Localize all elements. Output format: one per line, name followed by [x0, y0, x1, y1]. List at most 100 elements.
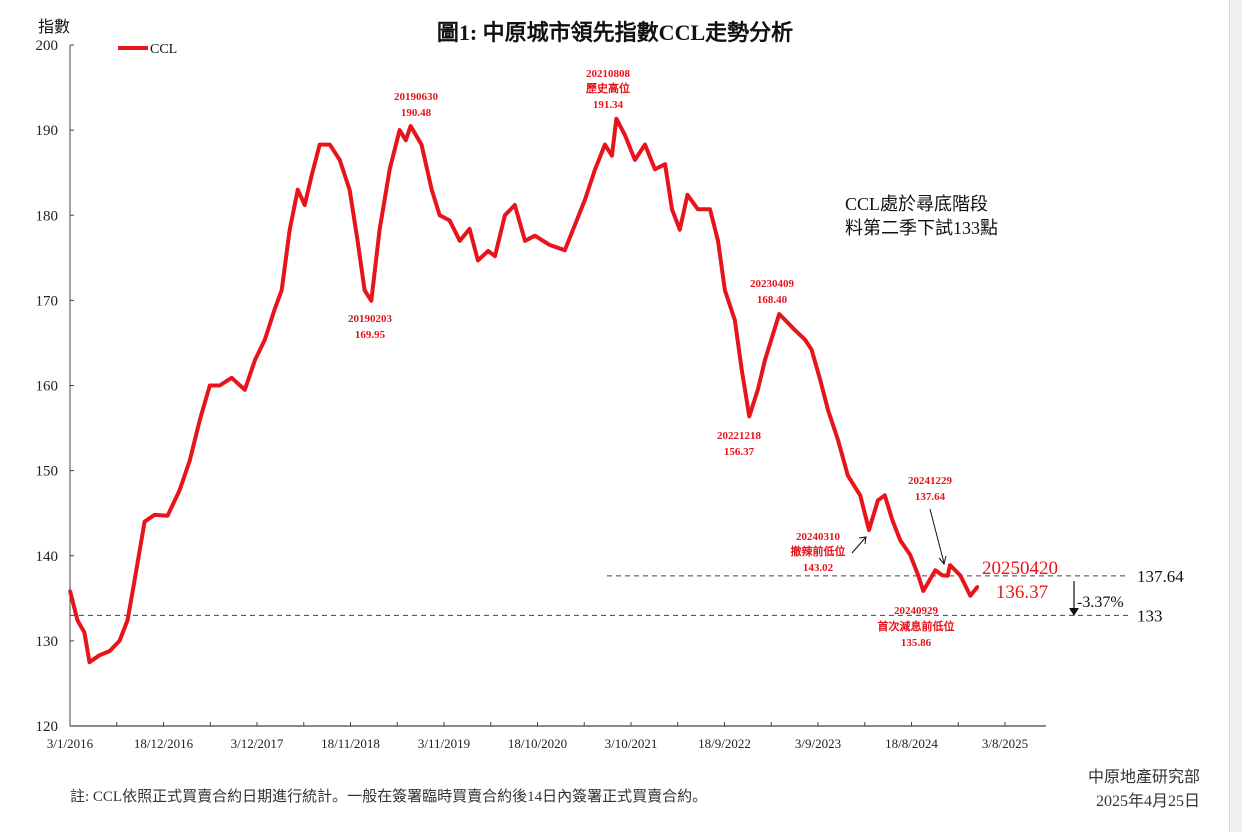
data-point: [756, 388, 760, 392]
data-point: [310, 173, 314, 177]
annotation-20240929-date: 20240929: [894, 605, 939, 617]
data-point: [890, 518, 894, 522]
data-point: [686, 193, 690, 197]
data-point: [125, 618, 129, 622]
x-tick-label: 3/9/2023: [795, 736, 841, 751]
data-point: [777, 312, 781, 316]
data-point: [548, 243, 552, 247]
data-point: [523, 239, 527, 243]
x-tick-label: 18/8/2024: [885, 736, 938, 751]
data-point: [793, 328, 797, 332]
data-point: [348, 188, 352, 192]
data-point: [198, 418, 202, 422]
data-point: [468, 227, 472, 231]
annotation-20210808-label: 歷史高位: [586, 81, 630, 95]
x-tick-label: 18/10/2020: [508, 736, 567, 751]
data-point: [733, 318, 737, 322]
data-point: [263, 338, 267, 342]
data-point: [152, 513, 156, 517]
data-point: [670, 207, 674, 211]
y-tick-label: 170: [36, 293, 59, 309]
y-axis: 200 190 180 170 160 150 140 130 120: [36, 38, 74, 735]
data-point: [430, 188, 434, 192]
annotation-20241229-date: 20241229: [908, 475, 953, 487]
data-point: [230, 376, 234, 380]
data-point: [378, 228, 382, 232]
data-point: [643, 143, 647, 147]
data-point: [653, 167, 657, 171]
data-point: [678, 228, 682, 232]
data-point: [883, 493, 887, 497]
data-point: [763, 358, 767, 362]
data-point: [858, 493, 862, 497]
data-point: [108, 649, 112, 653]
data-point: [388, 167, 392, 171]
data-point: [273, 307, 277, 311]
y-axis-label: 指數: [38, 18, 70, 36]
outlook-line-1: CCL處於尋底階段: [845, 194, 988, 214]
data-point: [75, 618, 79, 622]
data-point: [369, 299, 373, 303]
y-tick-label: 140: [36, 549, 59, 565]
data-point: [898, 538, 902, 542]
data-point: [448, 218, 452, 222]
data-point: [716, 239, 720, 243]
arrow-20240310: [851, 536, 867, 554]
data-point: [921, 589, 925, 593]
change-label: -3.37%: [1077, 594, 1124, 611]
outlook-line-2: 料第二季下試133點: [845, 218, 998, 238]
legend-label-ccl: CCL: [150, 42, 177, 57]
data-point: [476, 258, 480, 262]
data-point: [243, 388, 247, 392]
data-point: [696, 207, 700, 211]
annotation-20240310-value: 143.02: [803, 562, 834, 574]
data-point: [356, 239, 360, 243]
data-point: [288, 228, 292, 232]
y-tick-label: 160: [36, 379, 59, 395]
annotation-20190203-date: 20190203: [348, 313, 393, 325]
annotation-20240310-label: 撤辣前低位: [791, 544, 846, 558]
data-point: [117, 639, 121, 643]
annotation-20190630-date: 20190630: [394, 91, 439, 103]
annotation-20221218-value: 156.37: [724, 446, 755, 458]
x-tick-label: 18/11/2018: [321, 736, 380, 751]
data-point: [486, 249, 490, 253]
annotation-20240929-label: 首次減息前低位: [878, 619, 955, 633]
reference-label-137.64: 137.64: [1137, 567, 1184, 586]
annotation-latest-value: 136.37: [996, 582, 1048, 603]
annotation-20240310-date: 20240310: [796, 531, 841, 543]
annotation-20221218-date: 20221218: [717, 430, 762, 442]
data-point: [188, 458, 192, 462]
x-tick-label: 18/9/2022: [698, 736, 751, 751]
arrow-20241229: [929, 508, 945, 564]
y-tick-label: 200: [36, 38, 59, 54]
y-tick-label: 120: [36, 719, 59, 735]
data-point: [363, 288, 367, 292]
data-point: [82, 630, 86, 634]
data-point: [143, 520, 147, 524]
page-edge: [1229, 0, 1242, 832]
data-point: [563, 248, 567, 252]
arrow-head-icon: [858, 536, 867, 545]
data-point: [603, 143, 607, 147]
data-point: [404, 138, 408, 142]
x-tick-label: 3/12/2017: [231, 736, 284, 751]
data-point: [876, 498, 880, 502]
annotation-20230409-value: 168.40: [757, 294, 788, 306]
data-point: [218, 384, 222, 387]
data-point: [783, 318, 787, 322]
series-line-ccl: [68, 116, 980, 665]
x-axis: 3/1/2016 18/12/2016 3/12/2017 18/11/2018 3/1…: [47, 722, 1046, 751]
data-point: [933, 568, 937, 572]
annotation-20210808-date: 20210808: [586, 68, 631, 80]
data-point: [803, 338, 807, 342]
data-point: [533, 234, 537, 238]
data-point: [88, 660, 92, 664]
data-point: [708, 207, 712, 211]
data-point: [948, 563, 952, 567]
data-point: [976, 585, 980, 589]
x-tick-label: 3/11/2019: [418, 736, 470, 751]
reference-lines: 137.64 133: [70, 567, 1184, 625]
data-point: [398, 128, 402, 132]
